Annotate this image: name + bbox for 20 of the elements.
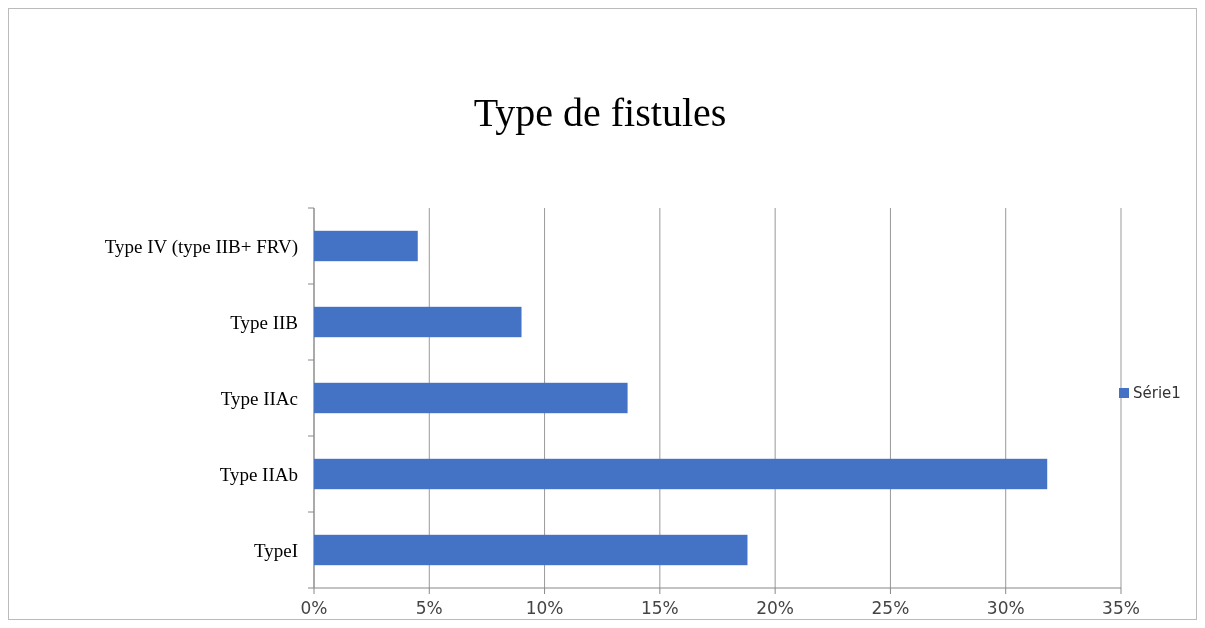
bar: [314, 306, 522, 338]
legend-label: Série1: [1133, 384, 1181, 403]
x-tick-label: 0%: [300, 598, 328, 618]
bar: [314, 534, 748, 566]
y-tick-label: Type IIAb: [219, 463, 298, 485]
y-tick-label: Type IV (type IIB+ FRV): [104, 235, 298, 258]
chart-title: Type de fistules: [473, 90, 727, 135]
y-tick-label: TypeI: [253, 539, 298, 561]
bar: [314, 382, 628, 414]
x-tick-label: 30%: [986, 598, 1025, 618]
x-tick-label: 25%: [871, 598, 910, 618]
x-tick-label: 5%: [415, 598, 443, 618]
y-tick-label: Type IIAc: [220, 387, 298, 409]
x-tick-label: 20%: [756, 598, 795, 618]
y-tick-label: Type IIB: [230, 311, 298, 333]
bar: [314, 458, 1048, 490]
x-tick-label: 35%: [1102, 598, 1140, 618]
x-tick-label: 10%: [525, 598, 564, 618]
bar: [314, 230, 418, 262]
x-tick-label: 15%: [640, 598, 679, 618]
